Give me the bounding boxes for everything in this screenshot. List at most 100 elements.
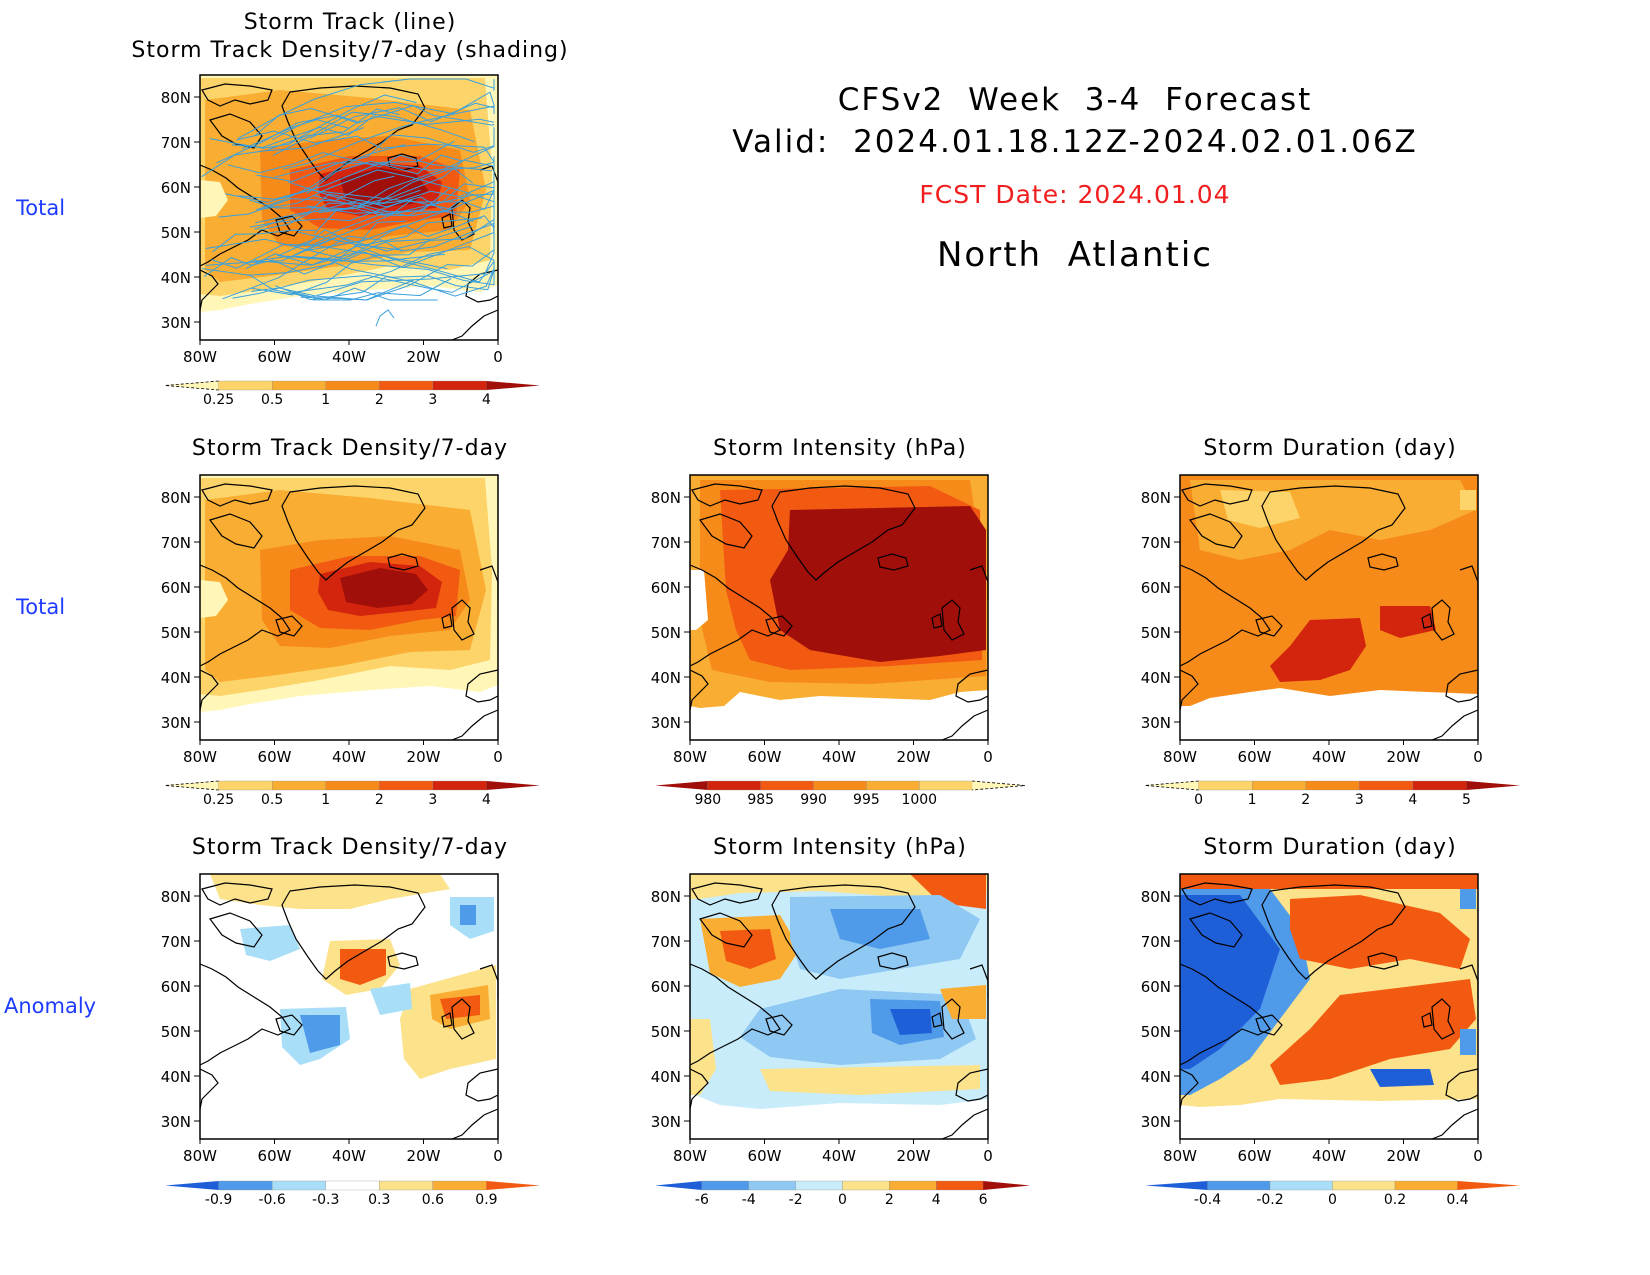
- colorbar-swatch: [1145, 781, 1199, 790]
- lon-tick-label: 40W: [822, 748, 856, 766]
- colorbar-swatch: [325, 380, 380, 391]
- lat-tick-label: 70N: [161, 534, 191, 552]
- lon-tick-label: 20W: [1387, 748, 1421, 766]
- panel-title-duration-total: Storm Duration (day): [1203, 436, 1457, 461]
- colorbar-swatch: [760, 780, 814, 791]
- lat-tick-label: 80N: [161, 888, 191, 906]
- colorbar-swatch: [795, 1180, 843, 1191]
- colorbar-swatch: [379, 780, 434, 791]
- lon-tick-label: 40W: [1312, 1147, 1346, 1165]
- colorbar-tick-label: 0.6: [422, 1192, 444, 1208]
- coastline: [689, 483, 989, 741]
- colorbar-swatch: [1466, 781, 1520, 790]
- colorbar-swatch: [486, 1181, 540, 1190]
- lat-tick-label: 30N: [1141, 1113, 1171, 1131]
- lat-tick-label: 40N: [651, 1068, 681, 1086]
- colorbar-swatch: [748, 1180, 796, 1191]
- colorbar-tick-label: 0.9: [475, 1192, 497, 1208]
- panel-title-intensity-anomaly: Storm Intensity (hPa): [713, 835, 967, 860]
- colorbar-swatch: [972, 781, 1025, 790]
- lat-tick-label: 80N: [1141, 888, 1171, 906]
- colorbar-density-total: 0.25 0.5 1 2 3 4: [164, 780, 540, 808]
- colorbar-swatch: [1198, 780, 1253, 791]
- colorbar-swatch: [379, 1180, 434, 1191]
- colorbar-swatch: [842, 1180, 890, 1191]
- lon-tick-label: 20W: [897, 748, 931, 766]
- map-panel-intensity-anomaly: 80N 70N 60N 50N 40N 30N 80W 60W 40W 20W 0: [651, 873, 993, 1165]
- map-axes: 80N 70N 60N 50N 40N 30N 80W 60W 40W 20W 0: [651, 888, 993, 1165]
- colorbar-swatch: [655, 1181, 702, 1190]
- lon-tick-label: 40W: [822, 1147, 856, 1165]
- lat-tick-label: 60N: [161, 179, 191, 197]
- coastline: [1179, 483, 1479, 741]
- lon-tick-label: 60W: [748, 1147, 782, 1165]
- colorbar-swatch: [271, 1180, 326, 1191]
- lat-tick-label: 70N: [161, 933, 191, 951]
- colorbar-swatch: [983, 1181, 1030, 1190]
- density-shading: [200, 475, 498, 740]
- panel-title-density-total: Storm Track Density/7-day: [191, 436, 509, 461]
- colorbar-tick-label: 0.25: [203, 392, 234, 408]
- lat-tick-label: 30N: [161, 1113, 191, 1131]
- colorbar-swatch: [218, 1180, 273, 1191]
- panel-title-intensity-total: Storm Intensity (hPa): [713, 436, 967, 461]
- lon-tick-label: 40W: [332, 748, 366, 766]
- coastline: [199, 882, 499, 1140]
- lat-tick-label: 70N: [1141, 933, 1171, 951]
- map-axes: 80N 70N 60N 50N 40N 30N 80W 60W 40W 20W 0: [1141, 888, 1483, 1165]
- lat-tick-label: 80N: [651, 888, 681, 906]
- colorbar-tick-label: 5: [1462, 792, 1471, 808]
- colorbar-tick-label: 3: [428, 792, 437, 808]
- colorbar-swatch: [271, 380, 326, 391]
- lat-tick-label: 60N: [651, 579, 681, 597]
- lat-tick-label: 50N: [161, 224, 191, 242]
- lat-tick-label: 50N: [651, 1023, 681, 1041]
- lat-tick-label: 40N: [161, 269, 191, 287]
- lon-tick-label: 60W: [258, 1147, 292, 1165]
- colorbar-swatch: [165, 1181, 219, 1190]
- lon-tick-label: 20W: [1387, 1147, 1421, 1165]
- lon-tick-label: 20W: [897, 1147, 931, 1165]
- lon-tick-label: 80W: [183, 748, 217, 766]
- colorbar-swatch: [432, 780, 487, 791]
- lat-tick-label: 50N: [1141, 1023, 1171, 1041]
- lat-tick-label: 60N: [1141, 579, 1171, 597]
- panel-title-duration-anomaly: Storm Duration (day): [1203, 835, 1457, 860]
- colorbar-tick-label: 4: [482, 792, 491, 808]
- colorbar-swatch: [1305, 780, 1360, 791]
- lat-tick-label: 50N: [651, 624, 681, 642]
- lon-tick-label: 60W: [258, 348, 292, 366]
- colorbar-swatch: [1359, 780, 1414, 791]
- intensity-anomaly-shading: [690, 874, 988, 1139]
- colorbar-tick-label: 980: [694, 792, 721, 808]
- lat-tick-label: 60N: [651, 978, 681, 996]
- colorbar-density-top: 0.25 0.5 1 2 3 4: [164, 380, 540, 408]
- lat-tick-label: 60N: [161, 579, 191, 597]
- colorbar-tick-label: 4: [482, 392, 491, 408]
- colorbar-tick-label: 0.5: [261, 392, 283, 408]
- lon-tick-label: 40W: [1312, 748, 1346, 766]
- colorbar-tick-label: -2: [789, 1192, 803, 1208]
- colorbar-tick-label: 995: [853, 792, 880, 808]
- colorbar-density-anomaly: -0.9 -0.6 -0.3 0.3 0.6 0.9: [165, 1180, 540, 1208]
- row-label-bottom: Anomaly: [4, 994, 97, 1018]
- colorbar-swatch: [707, 780, 761, 791]
- colorbar-tick-label: 990: [800, 792, 827, 808]
- lon-tick-label: 60W: [748, 748, 782, 766]
- colorbar-swatch: [919, 780, 973, 791]
- map-axes: 80N 70N 60N 50N 40N 30N 80W 60W 40W 20W 0: [161, 89, 503, 366]
- storm-track-lines: [201, 78, 495, 327]
- forecast-date: FCST Date: 2024.01.04: [919, 180, 1231, 209]
- lat-tick-label: 40N: [1141, 669, 1171, 687]
- colorbar-tick-label: 2: [375, 792, 384, 808]
- lat-tick-label: 60N: [1141, 978, 1171, 996]
- duration-shading: [1180, 475, 1478, 740]
- panel-title-track-shading: Storm Track Density/7-day (shading): [131, 38, 569, 63]
- colorbar-tick-label: -6: [695, 1192, 709, 1208]
- colorbar-tick-label: -0.9: [205, 1192, 232, 1208]
- map-panel-intensity-total: 80N 70N 60N 50N 40N 30N 80W 60W 40W 20W 0: [651, 474, 993, 766]
- colorbar-swatch: [813, 780, 867, 791]
- lat-tick-label: 50N: [161, 1023, 191, 1041]
- colorbar-tick-label: 1: [321, 792, 330, 808]
- colorbar-tick-label: 0.3: [368, 1192, 390, 1208]
